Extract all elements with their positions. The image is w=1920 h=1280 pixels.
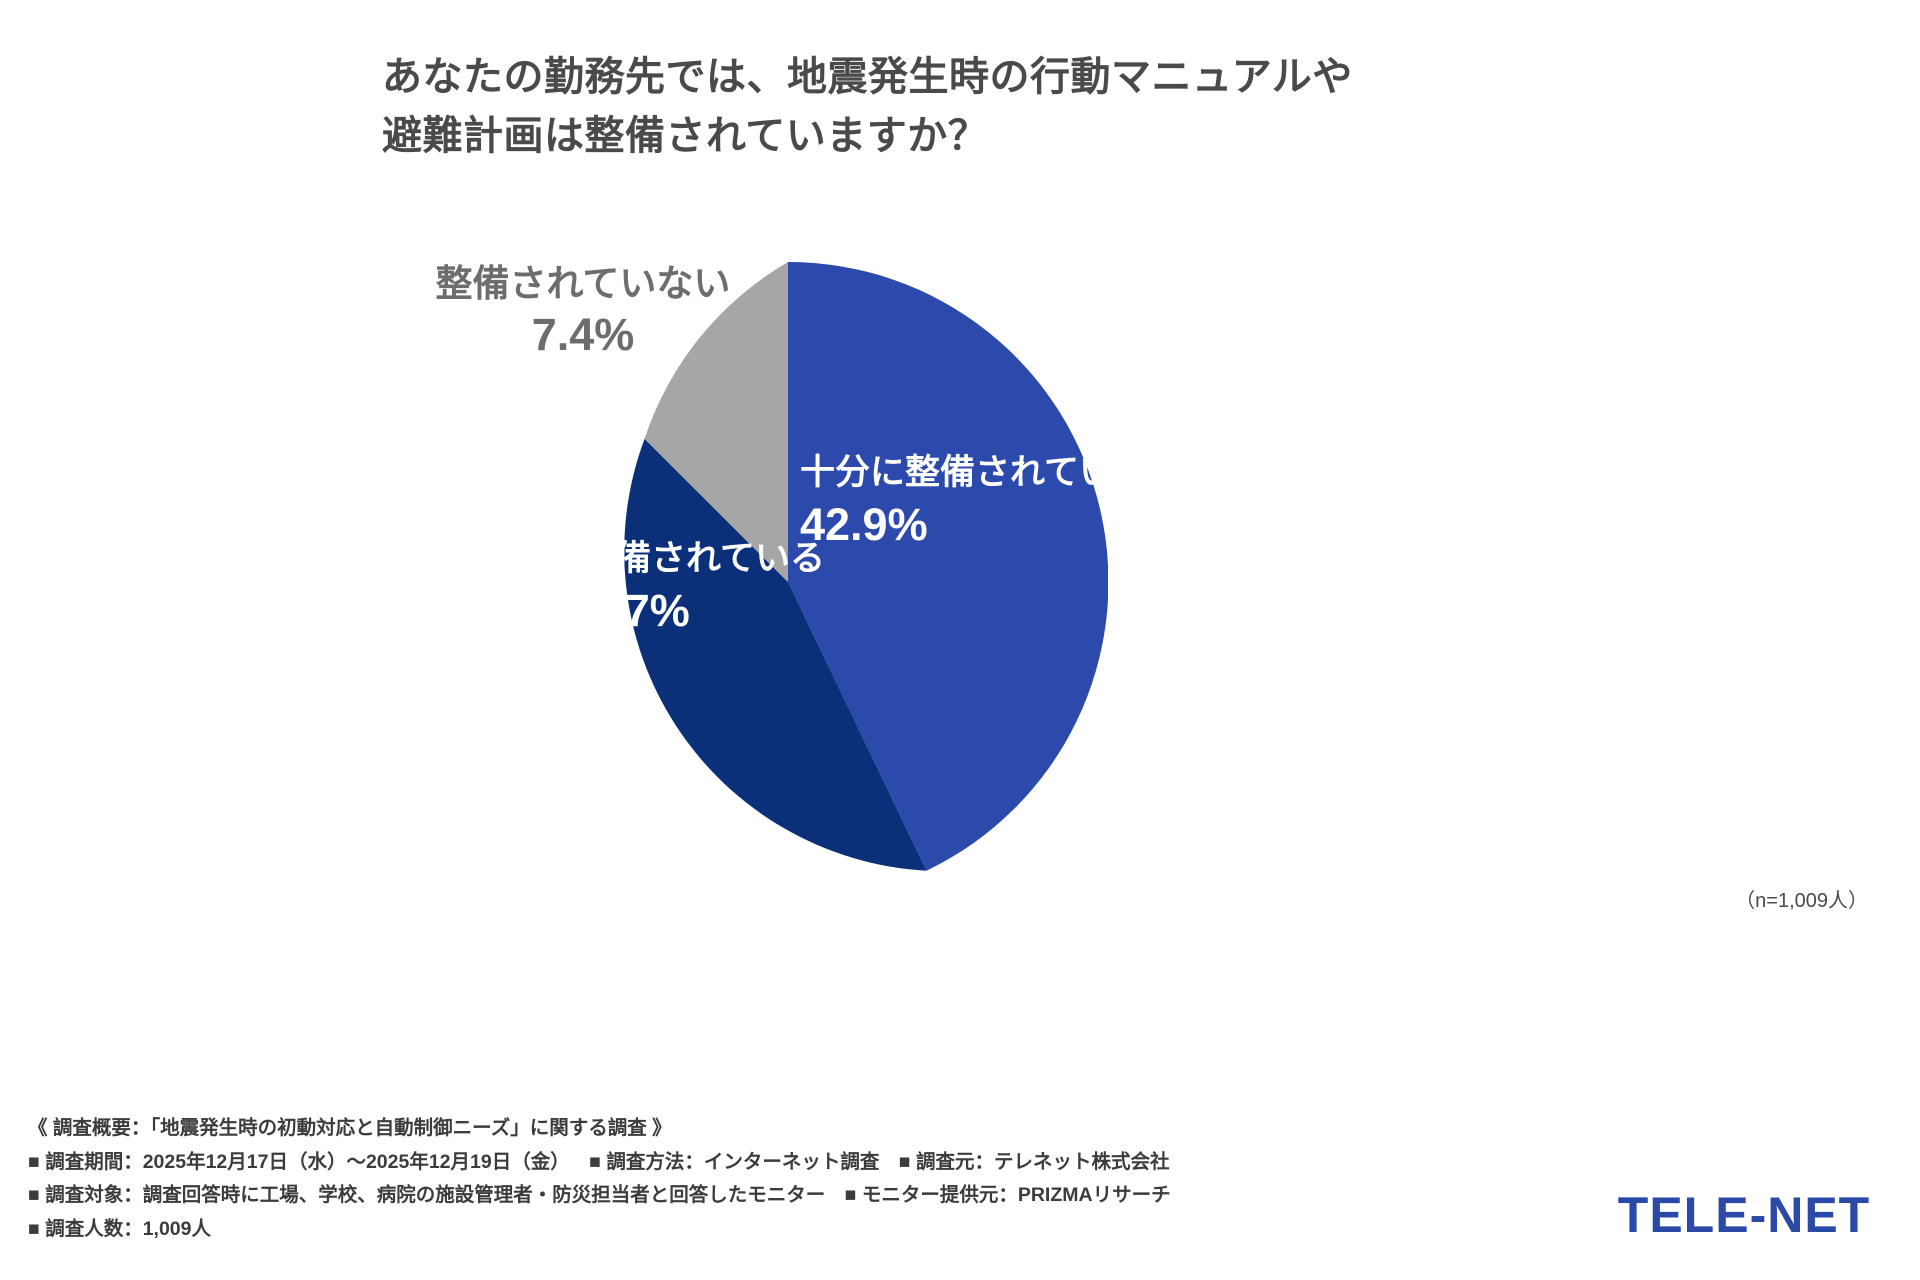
survey-overview-footer: 《 調査概要：「地震発生時の初動対応と自動制御ニーズ」に関する調査 》 ■ 調査… — [28, 1112, 1528, 1246]
pie-slice-not-prepared[interactable] — [644, 262, 788, 582]
pie-chart — [468, 262, 1108, 902]
telenet-logo-mark: TELE-NET — [1618, 1187, 1870, 1243]
telenet-logo-text: TELE-NET — [1618, 1187, 1870, 1243]
pie-slice-partially-prepared[interactable] — [624, 438, 927, 871]
footer-line-period: ■ 調査期間：2025年12月17日（水）～2025年12月19日（金） ■ 調… — [28, 1146, 1528, 1180]
pie-slice-fully-prepared[interactable] — [788, 262, 1108, 871]
page-title: あなたの勤務先では、地震発生時の行動マニュアルや 避難計画は整備されていますか？ — [382, 48, 1582, 166]
telenet-logo: TELE-NET — [1594, 1186, 1894, 1244]
title-line-1: あなたの勤務先では、地震発生時の行動マニュアルや — [382, 55, 1353, 99]
pie-chart-svg — [624, 262, 1108, 871]
footer-survey-period: ■ 調査期間：2025年12月17日（水）～2025年12月19日（金） — [28, 1150, 570, 1173]
slice-callout-label: 整備されていない 7.4% — [368, 262, 798, 361]
footer-monitor-provider: ■ モニター提供元：PRIZMAリサーチ — [844, 1184, 1171, 1207]
sample-size-label: （n=1,009人） — [1735, 890, 1868, 912]
footer-line-target: ■ 調査対象：調査回答時に工場、学校、病院の施設管理者・防災担当者と回答したモニ… — [28, 1179, 1528, 1213]
footer-survey-source: ■ 調査元：テレネット株式会社 — [898, 1150, 1170, 1173]
footer-line-overview: 《 調査概要：「地震発生時の初動対応と自動制御ニーズ」に関する調査 》 — [28, 1117, 672, 1139]
footer-survey-target: ■ 調査対象：調査回答時に工場、学校、病院の施設管理者・防災担当者と回答したモニ… — [28, 1184, 826, 1207]
title-line-2: 避難計画は整備されていますか？ — [382, 114, 989, 159]
callout-label-text: 整備されていない — [435, 263, 731, 304]
callout-value-text: 7.4% — [531, 308, 635, 360]
footer-line-sample: ■ 調査人数：1,009人 — [28, 1217, 211, 1240]
footer-survey-method: ■ 調査方法：インターネット調査 — [589, 1150, 880, 1173]
